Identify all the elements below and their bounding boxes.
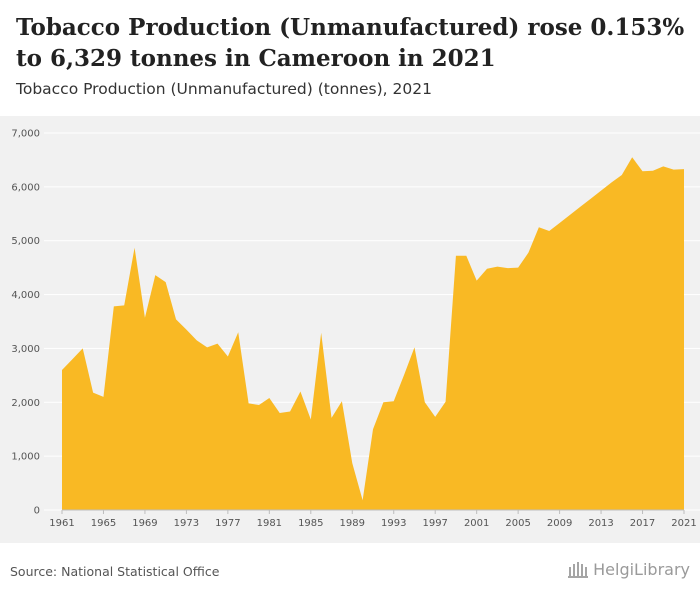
x-tick-label: 1969 bbox=[132, 518, 157, 529]
x-tick-label: 2009 bbox=[547, 518, 572, 529]
source-note: Source: National Statistical Office bbox=[10, 564, 220, 579]
chart-title: Tobacco Production (Unmanufactured) rose… bbox=[16, 14, 685, 72]
x-tick-label: 1977 bbox=[215, 518, 240, 529]
x-tick-label: 1997 bbox=[422, 518, 447, 529]
x-tick-label: 1981 bbox=[257, 518, 282, 529]
x-tick-label: 2021 bbox=[671, 518, 696, 529]
y-tick-label: 4,000 bbox=[11, 290, 40, 301]
x-tick-label: 2013 bbox=[588, 518, 613, 529]
library-building-icon bbox=[568, 561, 589, 578]
x-tick-label: 1961 bbox=[49, 518, 74, 529]
y-axis-ticks: 0 1,000 2,000 3,000 4,000 5,000 6,000 7,000 bbox=[11, 129, 40, 517]
y-tick-label: 0 bbox=[34, 506, 40, 517]
area-series bbox=[62, 157, 684, 511]
logo-text: HelgiLibrary bbox=[593, 560, 690, 579]
x-tick-label: 2001 bbox=[464, 518, 489, 529]
area-chart: 0 1,000 2,000 3,000 4,000 5,000 6,000 7,000 196… bbox=[11, 129, 700, 529]
x-axis-ticks: 1961 1965 1969 1973 1977 1981 1985 1989 1993 1997… bbox=[49, 510, 697, 529]
x-tick-label: 1989 bbox=[340, 518, 365, 529]
x-tick-label: 1973 bbox=[174, 518, 199, 529]
helgi-library-logo[interactable]: HelgiLibrary bbox=[567, 560, 690, 579]
y-tick-label: 2,000 bbox=[11, 398, 40, 409]
y-tick-label: 7,000 bbox=[11, 129, 40, 140]
x-tick-label: 2005 bbox=[505, 518, 530, 529]
x-tick-label: 1985 bbox=[298, 518, 323, 529]
y-tick-label: 6,000 bbox=[11, 182, 40, 193]
area-fill bbox=[62, 157, 684, 511]
x-tick-label: 1965 bbox=[91, 518, 116, 529]
y-tick-label: 3,000 bbox=[11, 344, 40, 355]
y-tick-label: 5,000 bbox=[11, 236, 40, 247]
x-tick-label: 1993 bbox=[381, 518, 406, 529]
y-tick-label: 1,000 bbox=[11, 452, 40, 463]
x-tick-label: 2017 bbox=[630, 518, 655, 529]
chart-subtitle: Tobacco Production (Unmanufactured) (ton… bbox=[16, 80, 432, 98]
